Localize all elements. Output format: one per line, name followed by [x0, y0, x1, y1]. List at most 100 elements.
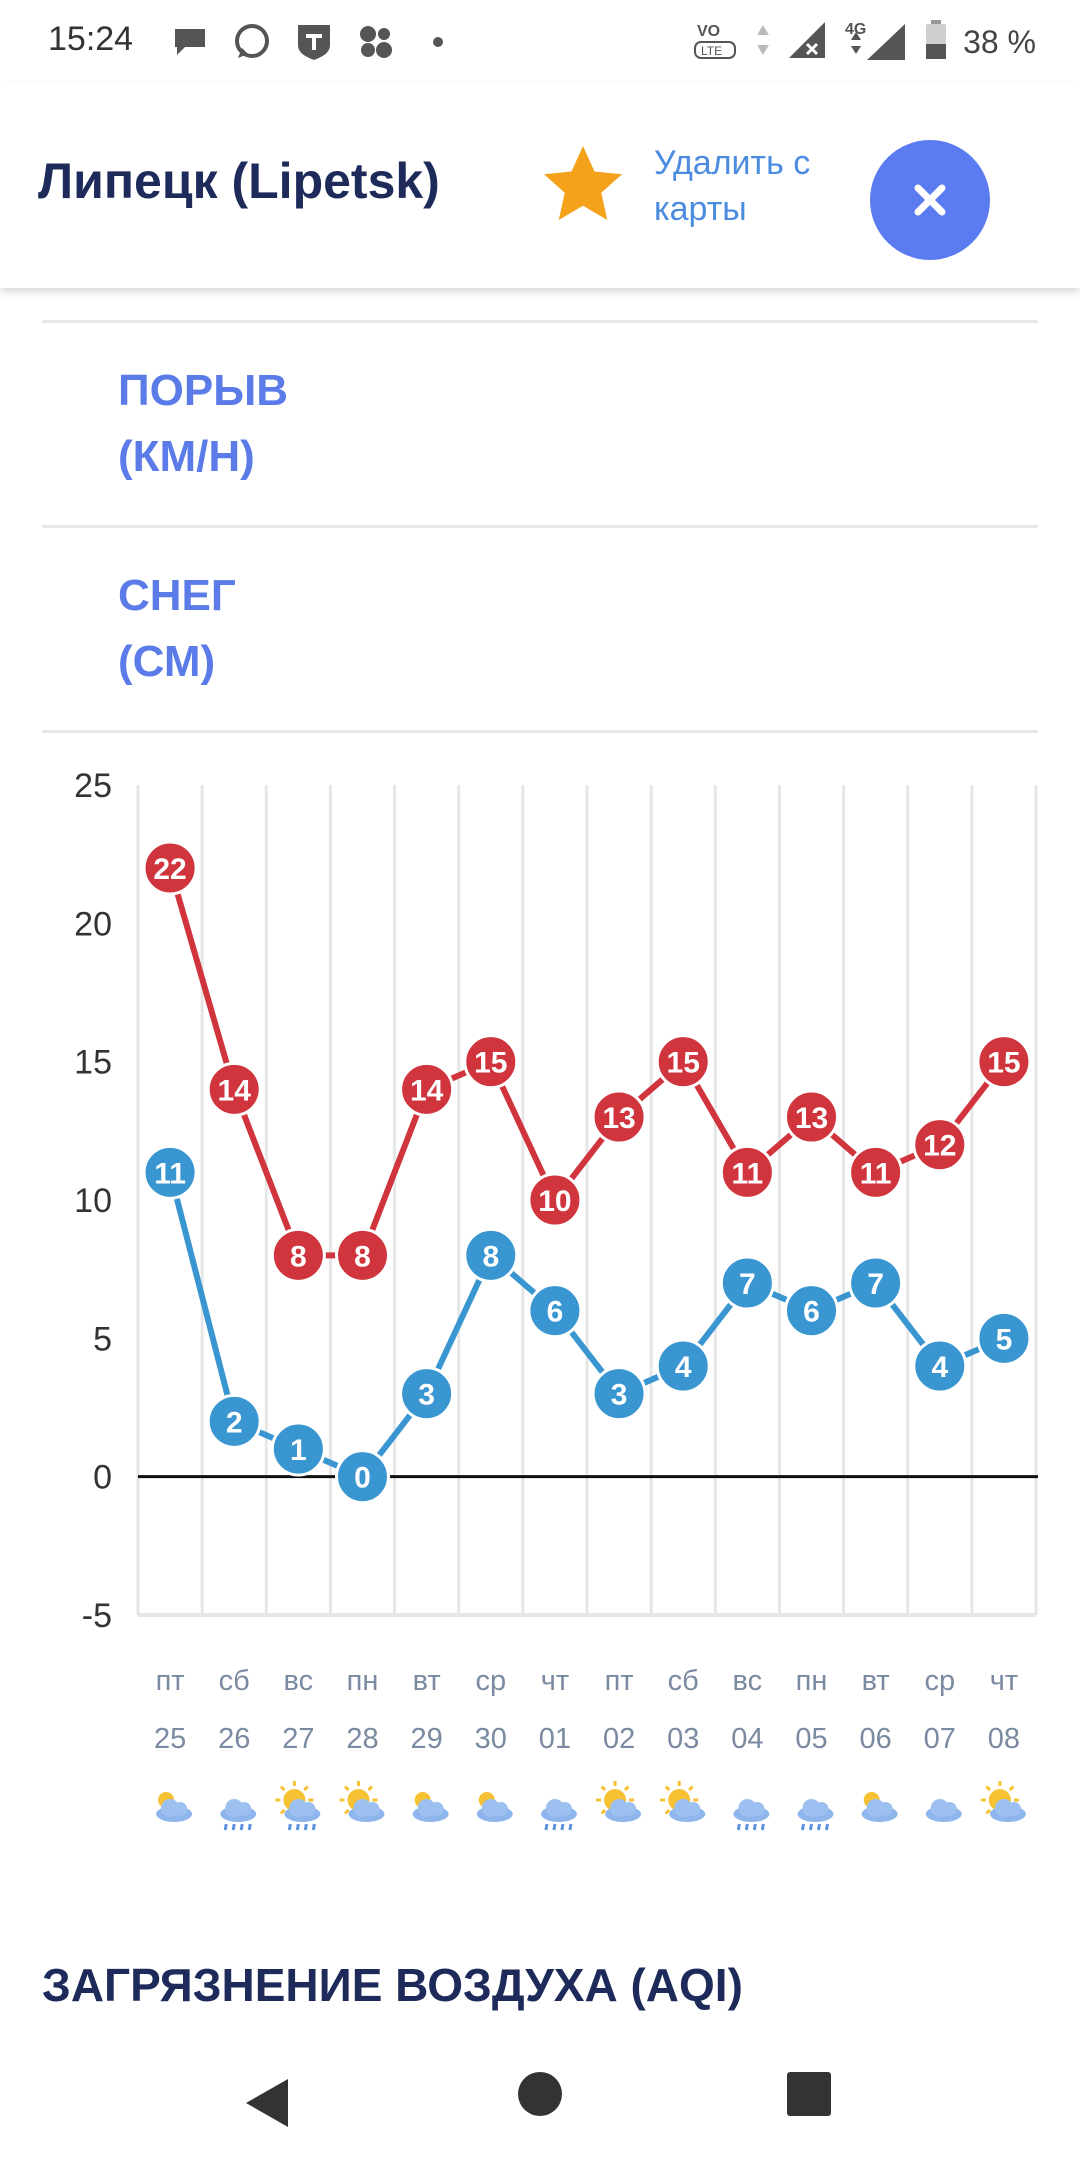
- notification-icons: [170, 18, 458, 66]
- y-tick-label: 5: [93, 1320, 112, 1358]
- close-icon: [914, 184, 946, 216]
- x-tick-day: 03: [667, 1723, 699, 1755]
- y-tick-label: 10: [74, 1182, 112, 1220]
- svg-text:LTE: LTE: [701, 44, 722, 58]
- data-arrows-icon: [755, 23, 771, 62]
- tinkoff-icon: [294, 22, 334, 62]
- data-point: [591, 1366, 647, 1422]
- data-label: 13: [602, 1102, 635, 1135]
- data-label: 14: [410, 1074, 444, 1107]
- system-nav-bar: [0, 2040, 1080, 2160]
- data-label: 1: [290, 1434, 307, 1467]
- snow-label-line1: СНЕГ: [118, 571, 236, 620]
- dots-app-icon: [356, 22, 396, 62]
- cloud-rain-icon: [540, 1799, 577, 1831]
- y-tick-label: 20: [74, 905, 112, 943]
- data-point: [784, 1089, 839, 1145]
- data-label: 6: [803, 1296, 820, 1329]
- x-tick-dow: вс: [284, 1665, 314, 1697]
- divider: [42, 730, 1038, 733]
- home-icon[interactable]: [518, 2072, 562, 2116]
- sun-cloud-icon: [660, 1781, 706, 1822]
- whatsapp-icon: [232, 22, 272, 62]
- snow-row-label[interactable]: СНЕГ (СМ): [118, 563, 236, 695]
- data-point: [206, 1061, 262, 1117]
- data-point: [142, 840, 198, 896]
- page-title: Липецк (Lipetsk): [38, 153, 440, 209]
- x-tick-day: 07: [924, 1723, 956, 1755]
- data-point: [527, 1172, 583, 1228]
- data-label: 13: [795, 1102, 828, 1135]
- more-dot-icon: [418, 22, 458, 62]
- x-tick-dow: пт: [605, 1665, 634, 1697]
- data-label: 2: [226, 1406, 243, 1439]
- x-tick-dow: пн: [796, 1665, 828, 1697]
- data-point: [527, 1283, 583, 1339]
- data-label: 4: [675, 1351, 692, 1384]
- gust-row-label[interactable]: ПОРЫВ (КМ/Н): [118, 358, 288, 490]
- data-point: [655, 1034, 711, 1090]
- x-tick-dow: вт: [413, 1665, 441, 1697]
- status-right: VO LTE 4G 38 %: [693, 18, 1036, 67]
- data-point: [976, 1310, 1032, 1366]
- data-label: 0: [354, 1462, 371, 1495]
- data-label: 14: [218, 1074, 252, 1107]
- signal-icon: [787, 20, 827, 65]
- data-label: 5: [996, 1323, 1013, 1356]
- cloud-rain-icon: [733, 1799, 770, 1831]
- cloud-rain-icon: [797, 1799, 834, 1831]
- recents-icon[interactable]: [787, 2072, 831, 2116]
- back-icon[interactable]: [246, 2079, 288, 2127]
- x-tick-dow: сб: [668, 1665, 699, 1697]
- gust-label-line2: (КМ/Н): [118, 432, 255, 481]
- favorite-star-icon[interactable]: [540, 142, 626, 228]
- sun-rain-icon: [275, 1781, 321, 1831]
- x-tick-dow: пн: [347, 1665, 379, 1697]
- data-label: 11: [860, 1157, 892, 1190]
- partly-cloudy-icon: [412, 1792, 449, 1822]
- divider: [42, 525, 1038, 528]
- divider: [42, 320, 1038, 323]
- svg-text:4G: 4G: [845, 21, 866, 38]
- sun-cloud-icon: [339, 1781, 385, 1822]
- data-point: [719, 1144, 775, 1200]
- data-label: 15: [474, 1047, 507, 1080]
- x-tick-day: 01: [539, 1723, 571, 1755]
- x-tick-day: 30: [475, 1723, 507, 1755]
- x-tick-dow: вт: [862, 1665, 890, 1697]
- data-point: [399, 1061, 455, 1117]
- data-label: 3: [418, 1379, 435, 1412]
- y-tick-label: 15: [74, 1044, 112, 1082]
- x-tick-dow: сб: [219, 1665, 250, 1697]
- forecast-chart-svg: 2520151050-5пт25сб26вс27пн28вт29ср30чт01…: [74, 767, 1038, 1831]
- sun-cloud-icon: [596, 1781, 642, 1822]
- data-point: [591, 1089, 647, 1145]
- status-time: 15:24: [48, 20, 134, 58]
- data-point: [912, 1117, 968, 1173]
- data-point: [463, 1034, 519, 1090]
- partly-cloudy-icon: [476, 1792, 513, 1822]
- battery-percent: 38 %: [963, 24, 1036, 60]
- data-point: [912, 1338, 968, 1394]
- x-tick-day: 02: [603, 1723, 635, 1755]
- data-label: 7: [867, 1268, 884, 1301]
- cloud-icon: [925, 1799, 962, 1822]
- data-label: 11: [731, 1157, 763, 1190]
- data-point: [848, 1255, 904, 1311]
- cloud-rain-icon: [220, 1799, 257, 1831]
- x-tick-dow: вс: [733, 1665, 763, 1697]
- data-label: 7: [739, 1268, 756, 1301]
- data-label: 15: [667, 1047, 700, 1080]
- data-label: 8: [354, 1240, 371, 1273]
- data-point: [270, 1421, 326, 1477]
- data-label: 8: [290, 1240, 307, 1273]
- close-button[interactable]: [870, 140, 990, 260]
- remove-from-map-link[interactable]: Удалить с карты: [654, 140, 854, 232]
- forecast-chart: 25 20 15 10 5 0 -5 пт 25 сб 26 вс 27 пн 28 вт 29 ср 30 чт 01…: [0, 740, 1080, 1860]
- data-point: [206, 1393, 262, 1449]
- data-point: [335, 1227, 390, 1283]
- remove-label-line1: Удалить с: [654, 144, 811, 182]
- svg-text:VO: VO: [697, 23, 720, 40]
- x-tick-day: 04: [731, 1723, 763, 1755]
- partly-cloudy-icon: [861, 1792, 898, 1822]
